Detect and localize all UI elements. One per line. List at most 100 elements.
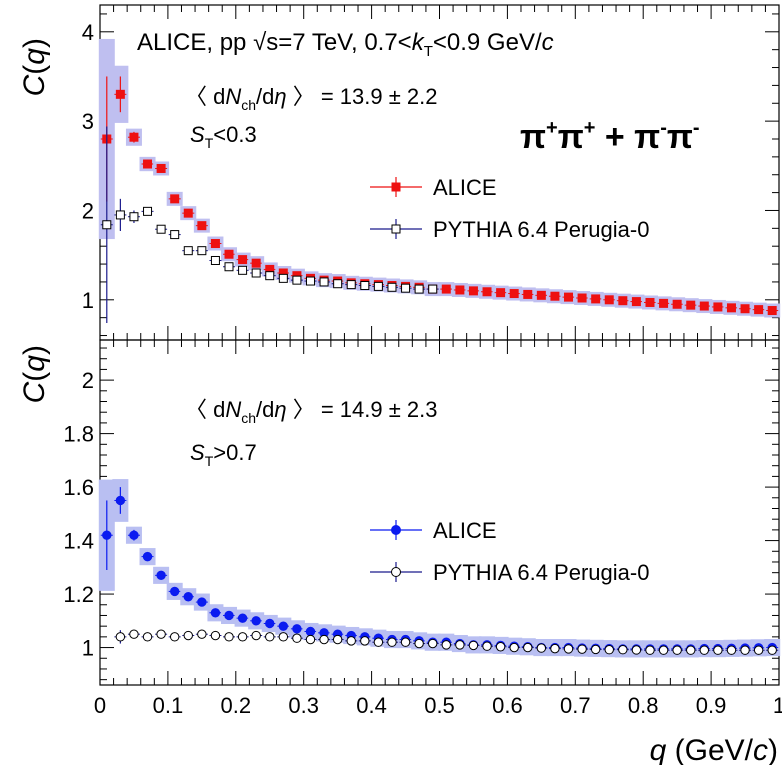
- top-header-text: ALICE, pp √s=7 TeV, 0.7<kT<0.9 GeV/c: [137, 29, 554, 60]
- bottom-alice-point: [278, 621, 289, 631]
- top-alice-point: [482, 287, 492, 297]
- bottom-pythia-point: [414, 638, 424, 649]
- top-pythia-point: [224, 262, 234, 272]
- top-alice-point: [577, 293, 587, 303]
- x-tick-label: 1: [773, 693, 782, 718]
- top-selection-label: ST<0.3: [190, 122, 257, 151]
- bottom-multiplicity-label: 〈 dNch/dη 〉 = 14.9 ± 2.3: [185, 397, 438, 426]
- bottom-legend-label: ALICE: [433, 518, 497, 543]
- bottom-pythia-point: [618, 644, 628, 655]
- top-pythia-point: [292, 275, 302, 285]
- bottom-pythia-point: [237, 632, 248, 642]
- bottom-alice-point: [292, 624, 302, 634]
- top-alice-point: [509, 289, 519, 299]
- bottom-legend-marker: [391, 525, 401, 535]
- top-pythia-point: [428, 284, 438, 294]
- bottom-y-axis-title: C(q): [18, 345, 51, 403]
- bottom-pythia-point: [604, 644, 614, 655]
- top-pythia-point: [414, 284, 424, 294]
- x-axis-title: q (GeV/c): [650, 734, 778, 765]
- top-alice-point: [183, 208, 193, 218]
- bottom-alice-point: [115, 495, 126, 506]
- bottom-pythia-point: [210, 630, 221, 641]
- top-y-tick-label: 2: [82, 198, 94, 223]
- top-pythia-point: [170, 230, 180, 240]
- x-tick-label: 0.4: [356, 693, 387, 718]
- bottom-pythia-point: [332, 634, 343, 645]
- bottom-alice-point: [265, 618, 275, 629]
- x-tick-label: 0.1: [153, 693, 184, 718]
- top-alice-point: [618, 296, 628, 306]
- top-alice-point: [536, 290, 546, 300]
- bottom-pythia-point: [726, 645, 737, 655]
- bottom-pythia-point: [753, 645, 764, 655]
- bottom-pythia-point: [319, 634, 329, 645]
- bottom-alice-point: [169, 586, 180, 597]
- bottom-pythia-point: [183, 630, 193, 641]
- top-alice-point: [455, 285, 465, 295]
- top-alice-point: [767, 306, 777, 316]
- x-tick-label: 0: [94, 693, 106, 718]
- top-alice-point: [564, 292, 574, 302]
- bottom-y-tick-label: 1.4: [63, 529, 94, 554]
- x-tick-label: 0.2: [221, 693, 252, 718]
- top-legend-marker: [391, 224, 401, 234]
- top-pythia-point: [115, 210, 125, 220]
- bottom-pythia-point: [305, 634, 316, 645]
- bottom-pythia-point: [265, 632, 275, 642]
- top-alice-point: [726, 303, 736, 313]
- top-alice-point: [143, 159, 153, 169]
- top-alice-point: [224, 249, 234, 259]
- bottom-pythia-point: [550, 643, 560, 654]
- bottom-pythia-point: [563, 644, 574, 654]
- top-alice-point: [645, 297, 655, 307]
- bottom-alice-point: [210, 608, 221, 618]
- top-alice-point: [754, 305, 764, 315]
- pair-label: π+π+ + π-π-: [520, 117, 700, 156]
- bottom-pythia-point: [197, 629, 207, 639]
- bottom-alice-point: [237, 613, 248, 623]
- top-alice-point: [468, 286, 478, 296]
- x-tick-label: 0.3: [288, 693, 319, 718]
- x-tick-label: 0.9: [696, 693, 727, 718]
- bottom-pythia-point: [468, 640, 479, 651]
- top-pythia-point: [238, 265, 248, 275]
- bottom-pythia-point: [590, 644, 601, 655]
- top-legend-label: PYTHIA 6.4 Perugia-0: [433, 217, 649, 242]
- bottom-pythia-point: [346, 636, 356, 646]
- top-alice-point: [523, 289, 533, 299]
- bottom-pythia-point: [373, 637, 384, 647]
- top-y-tick-label: 4: [82, 20, 94, 45]
- top-pythia-point: [251, 268, 261, 278]
- bottom-alice-point: [224, 610, 234, 621]
- bottom-pythia-point: [156, 629, 166, 639]
- top-alice-point: [251, 258, 261, 268]
- top-pythia-point: [197, 246, 207, 256]
- bottom-panel: 1 1.2 1.4 1.6 1.8 2 0 0.1 0.2 0.3 0.4 0.5 0.6 0.7 0.8 0…: [63, 339, 782, 718]
- top-multiplicity-label: 〈 dNch/dη 〉 = 13.9 ± 2.2: [185, 84, 438, 113]
- bottom-pythia-point: [523, 642, 533, 653]
- top-pythia-point: [265, 271, 275, 281]
- bottom-pythia-point: [631, 645, 642, 655]
- top-pythia-point: [305, 276, 315, 286]
- top-alice-point: [591, 294, 601, 304]
- top-alice-point: [441, 284, 451, 294]
- top-pythia-point: [183, 246, 193, 256]
- bottom-pythia-point: [129, 629, 139, 639]
- top-alice-point: [550, 291, 560, 301]
- top-alice-point: [197, 221, 207, 231]
- top-pythia-point: [143, 206, 153, 216]
- top-legend-label: ALICE: [433, 175, 497, 200]
- bottom-pythia-point: [224, 632, 234, 642]
- bottom-pythia-point: [658, 645, 669, 655]
- bottom-alice-point: [197, 597, 207, 607]
- bottom-legend-marker: [391, 567, 401, 577]
- bottom-alice-point: [142, 551, 153, 562]
- bottom-pythia-point: [645, 645, 655, 655]
- x-tick-label: 0.6: [492, 693, 523, 718]
- top-pythia-point: [102, 220, 112, 230]
- bottom-legend-label: PYTHIA 6.4 Perugia-0: [433, 560, 649, 585]
- bottom-alice-point: [183, 592, 193, 602]
- top-y-axis-title: C(q): [18, 38, 51, 96]
